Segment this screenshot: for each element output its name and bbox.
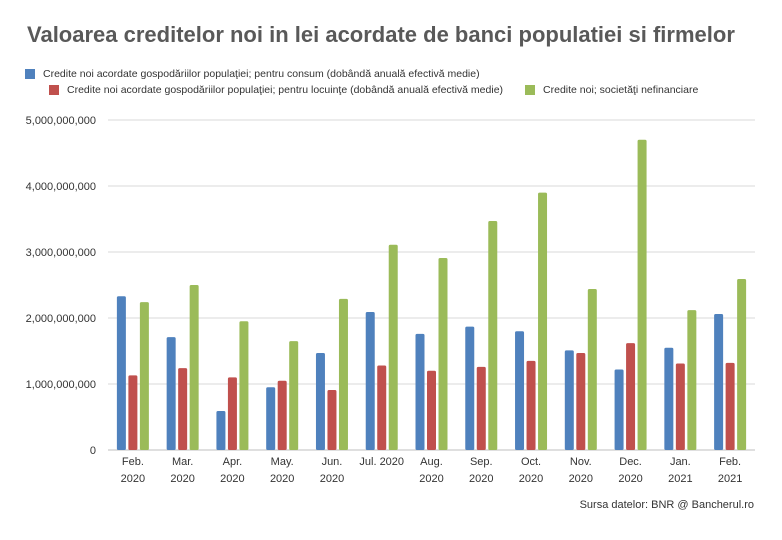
bar-series-1 (564, 350, 574, 450)
x-tick-label: Jan. (670, 456, 691, 468)
x-tick-label: 2020 (618, 473, 642, 485)
x-tick-label: 2020 (419, 473, 443, 485)
x-tick-label: Jul. 2020 (359, 456, 404, 468)
x-tick-label: 2021 (718, 473, 742, 485)
x-tick-label: Dec. (619, 456, 642, 468)
x-tick-label: 2020 (569, 473, 593, 485)
x-tick-label: May. (271, 456, 294, 468)
x-tick-label: Feb. (719, 456, 741, 468)
bar-series-1 (614, 369, 624, 450)
y-tick-label: 5,000,000,000 (26, 115, 96, 127)
bar-series-2 (227, 377, 237, 450)
x-tick-label: 2020 (121, 473, 145, 485)
bar-series-2 (277, 380, 287, 450)
bar-series-3 (488, 220, 498, 450)
bar-series-3 (289, 341, 299, 450)
x-tick-label: Oct. (521, 456, 541, 468)
y-tick-label: 2,000,000,000 (26, 313, 96, 325)
x-tick-label: 2020 (220, 473, 244, 485)
bar-series-1 (315, 352, 325, 450)
x-tick-label: Feb. (122, 456, 144, 468)
bar-series-2 (128, 375, 138, 450)
y-tick-label: 4,000,000,000 (26, 181, 96, 193)
bar-series-3 (587, 288, 597, 450)
legend-swatch-locuinte (49, 85, 59, 95)
bar-series-1 (116, 296, 126, 450)
x-tick-label: 2020 (519, 473, 543, 485)
bar-series-1 (465, 326, 475, 450)
legend-label-locuinte: Credite noi acordate gospodăriilor popul… (67, 84, 504, 96)
bar-series-3 (338, 298, 348, 450)
bar-series-2 (725, 362, 735, 450)
bar-series-3 (189, 285, 199, 450)
bar-series-3 (388, 244, 398, 450)
bar-series-1 (216, 411, 226, 450)
bar-series-1 (166, 337, 176, 450)
legend-label-consum: Credite noi acordate gospodăriilor popul… (43, 68, 480, 80)
bar-series-2 (576, 352, 586, 450)
bar-series-1 (664, 347, 674, 450)
x-tick-label: 2020 (170, 473, 194, 485)
x-tick-label: Mar. (172, 456, 193, 468)
x-tick-label: Sep. (470, 456, 493, 468)
bar-series-3 (239, 321, 249, 450)
source-note: Sursa datelor: BNR @ Bancherul.ro (579, 499, 754, 511)
bar-series-3 (438, 257, 448, 450)
bar-series-3 (538, 192, 548, 450)
bar-series-3 (637, 139, 647, 451)
x-tick-label: Jun. (322, 456, 343, 468)
bar-series-2 (427, 370, 436, 450)
legend-swatch-firme (525, 85, 536, 95)
bar-series-2 (476, 366, 486, 450)
x-tick-label: Aug. (420, 456, 443, 468)
x-tick-label: Apr. (223, 456, 243, 468)
bar-series-1 (266, 387, 276, 450)
legend-item-locuinte: Credite noi acordate gospodăriilor popul… (49, 84, 503, 96)
legend-swatch-consum (25, 69, 35, 79)
chart-title: Valoarea creditelor noi in lei acordate … (27, 22, 735, 47)
legend-row-2: Credite noi acordate gospodăriilor popul… (49, 83, 698, 97)
bar-series-2 (327, 389, 337, 450)
x-tick-label: 2020 (320, 473, 344, 485)
x-tick-label: 2020 (270, 473, 294, 485)
y-tick-label: 0 (90, 445, 96, 457)
bar-series-2 (526, 360, 536, 450)
x-tick-label: 2020 (469, 473, 493, 485)
bar-series-1 (515, 331, 525, 450)
bar-series-1 (365, 312, 375, 450)
legend-row-1: Credite noi acordate gospodăriilor popul… (25, 67, 480, 81)
x-tick-label: Nov. (570, 456, 592, 468)
y-tick-label: 1,000,000,000 (26, 379, 96, 391)
legend-item-consum: Credite noi acordate gospodăriilor popul… (25, 68, 480, 80)
legend-label-firme: Credite noi; societăţi nefinanciare (543, 84, 699, 96)
bar-series-1 (714, 314, 724, 450)
legend-item-firme: Credite noi; societăţi nefinanciare (525, 84, 698, 96)
x-tick-label: 2021 (668, 473, 692, 485)
bar-series-3 (687, 310, 697, 450)
bar-series-2 (377, 365, 387, 450)
bar-series-3 (139, 302, 149, 450)
bar-series-2 (626, 343, 636, 450)
bar-series-2 (675, 363, 685, 450)
bar-series-2 (178, 368, 188, 450)
bar-series-1 (415, 333, 425, 450)
y-tick-label: 3,000,000,000 (26, 247, 96, 259)
bar-series-3 (737, 279, 747, 450)
